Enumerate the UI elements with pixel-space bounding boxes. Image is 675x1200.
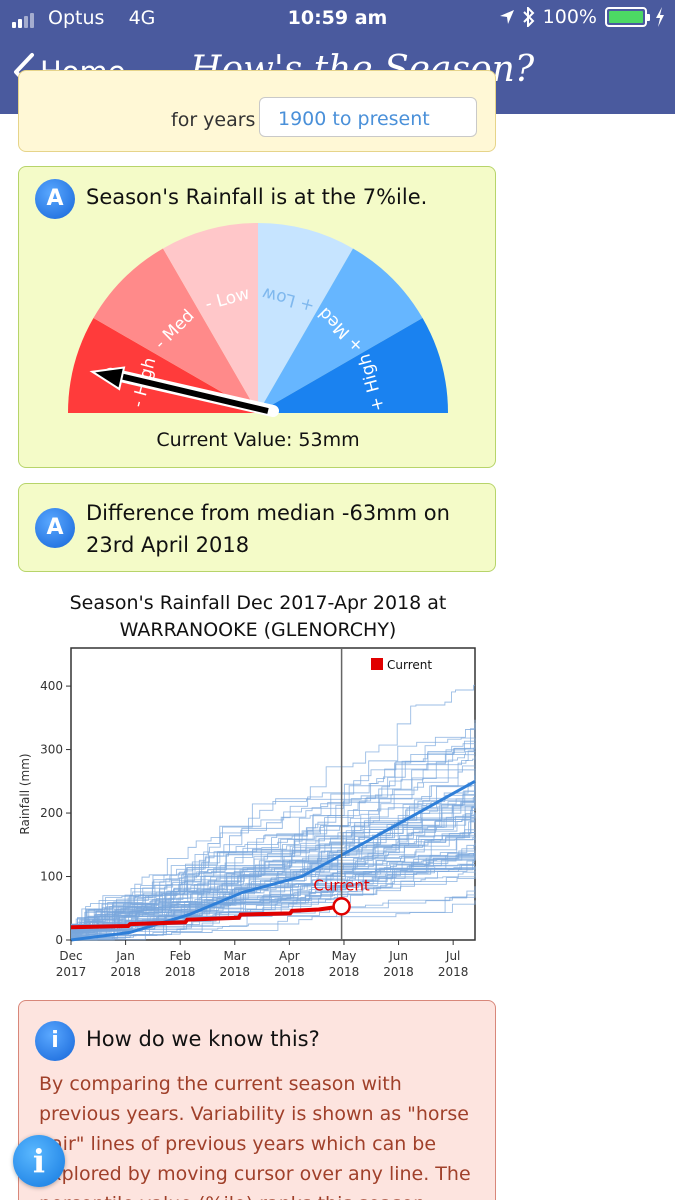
- years-range-select[interactable]: 1900 to present: [259, 97, 477, 137]
- rainfall-chart[interactable]: Current Current 0 100 200 300 400 Rainfall (mm)…: [10, 640, 490, 985]
- years-label: for years: [171, 109, 256, 131]
- x-tick-label: Jul 2018: [438, 949, 469, 979]
- y-tick-label: 0: [55, 933, 63, 947]
- y-axis-label: Rainfall (mm): [18, 753, 32, 834]
- y-tick-label: 400: [40, 679, 63, 693]
- current-label: Current: [313, 876, 369, 894]
- gauge-segment: [93, 248, 258, 413]
- plot-area: [70, 647, 476, 941]
- carrier-name: Optus: [48, 7, 105, 29]
- answer-badge-icon: A: [35, 179, 75, 219]
- percentile-gauge: - High- Med- Low+ Low+ Med+ High: [68, 223, 448, 417]
- x-tick-label: Jun 2018: [383, 949, 414, 979]
- x-tick-label: Jan 2018: [110, 949, 141, 979]
- gauge-segment: [258, 223, 353, 413]
- chart-title: Season's Rainfall Dec 2017-Apr 2018 at W…: [69, 592, 447, 641]
- median-line: [70, 779, 476, 942]
- legend-label: Current: [387, 658, 432, 672]
- difference-card: A Difference from median -63mm on 23rd A…: [18, 483, 496, 572]
- info-icon: i: [35, 1021, 75, 1061]
- x-tick-label: Feb 2018: [165, 949, 196, 979]
- difference-title: Difference from median -63mm on 23rd Apr…: [86, 501, 450, 557]
- y-tick-label: 200: [40, 806, 63, 820]
- network-type: 4G: [128, 7, 156, 29]
- battery-percent: 100%: [542, 6, 597, 28]
- gauge-segment: [68, 318, 258, 413]
- info-text: By comparing the current season with pre…: [39, 1073, 471, 1200]
- percentile-title: Season's Rainfall is at the 7%ile.: [86, 185, 428, 209]
- bluetooth-icon: [522, 7, 535, 27]
- battery-icon: [605, 7, 650, 27]
- charging-icon: [656, 7, 664, 27]
- answer-badge-icon: A: [35, 508, 75, 548]
- years-range-card: for years 1900 to present: [18, 70, 496, 152]
- gauge-segment: [163, 223, 258, 413]
- signal-strength-icon: [12, 13, 34, 28]
- current-point[interactable]: [332, 897, 351, 916]
- current-series-line[interactable]: [70, 904, 342, 930]
- x-tick-label: Apr 2018: [274, 949, 305, 979]
- info-title: How do we know this?: [86, 1027, 320, 1051]
- x-tick-label: Mar 2018: [220, 949, 251, 979]
- gauge-segment: [258, 318, 448, 413]
- info-fab-button[interactable]: i: [13, 1135, 65, 1187]
- info-card: i How do we know this? By comparing the …: [18, 1000, 496, 1200]
- x-tick-label: Dec 2017: [56, 949, 87, 979]
- status-bar: Optus 4G 10:59 am 100%: [0, 0, 675, 40]
- y-tick-label: 100: [40, 870, 63, 884]
- legend-swatch: [371, 658, 383, 670]
- x-tick-label: May 2018: [329, 949, 360, 979]
- current-value: Current Value: 53mm: [156, 429, 360, 451]
- percentile-card: A Season's Rainfall is at the 7%ile. - H…: [18, 166, 496, 468]
- historical-lines[interactable]: [71, 684, 476, 941]
- gauge-needle: [89, 366, 279, 417]
- gauge-segment: [258, 248, 423, 413]
- status-time: 10:59 am: [287, 7, 388, 29]
- y-tick-label: 300: [40, 743, 63, 757]
- location-icon: [499, 10, 514, 24]
